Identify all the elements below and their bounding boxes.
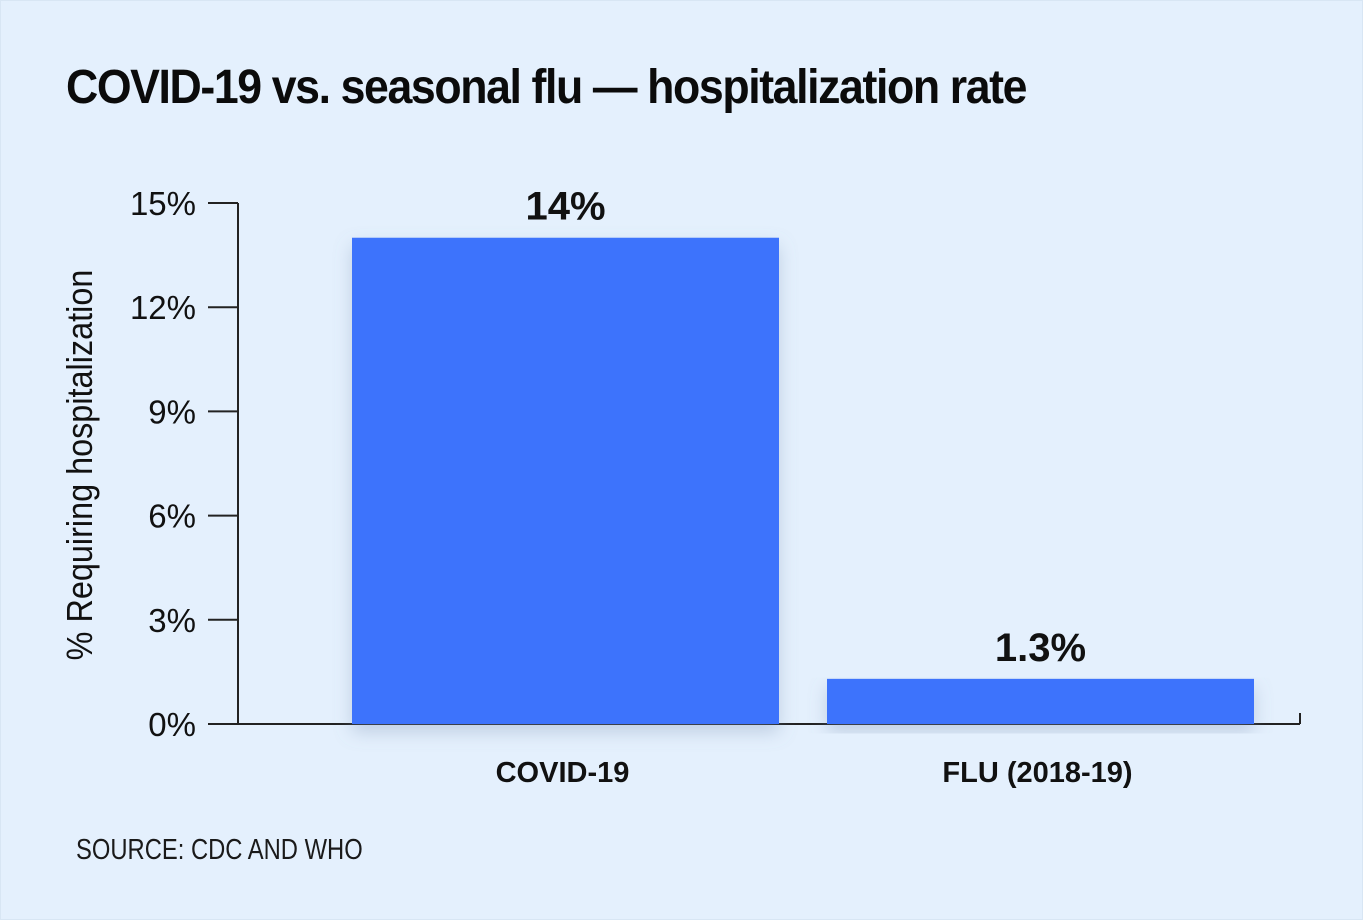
y-tick-label: 9% — [148, 393, 196, 430]
bar-covid-19 — [352, 237, 779, 724]
chart-title: COVID-19 vs. seasonal flu — hospitalizat… — [66, 61, 1027, 114]
bar-flu-2018-19 — [827, 678, 1254, 724]
category-label: COVID-19 — [496, 757, 630, 789]
data-label: 14% — [525, 185, 605, 229]
y-axis-title: % Requiring hospitalization — [60, 270, 100, 661]
source-note: SOURCE: CDC AND WHO — [76, 834, 363, 866]
category-label: FLU (2018-19) — [942, 757, 1132, 789]
data-label: 1.3% — [995, 626, 1086, 670]
y-tick-label: 6% — [148, 498, 196, 535]
y-tick-label: 3% — [148, 602, 196, 639]
y-tick-label: 12% — [130, 289, 196, 326]
y-tick-label: 0% — [148, 706, 196, 743]
y-tick-label: 15% — [130, 185, 196, 222]
